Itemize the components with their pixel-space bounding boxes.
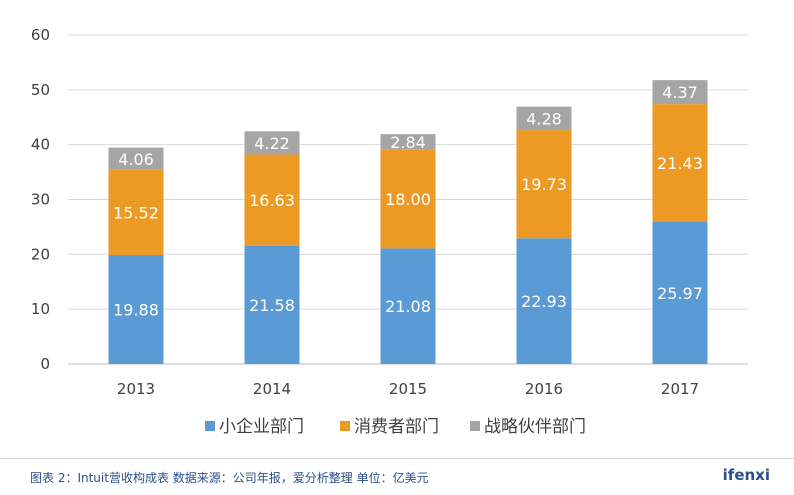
bar-segment	[652, 80, 708, 105]
data-label: 4.28	[526, 109, 562, 128]
data-label: 25.97	[657, 284, 703, 303]
y-tick-label: 0	[40, 355, 50, 373]
legend-label: 战略伙伴部门	[484, 417, 586, 437]
bar-segment	[652, 221, 708, 364]
legend-label: 消费者部门	[354, 417, 439, 437]
bar-segment	[380, 248, 436, 364]
bar-segment	[652, 104, 708, 222]
data-label: 21.08	[385, 297, 431, 316]
data-label: 16.63	[249, 191, 295, 210]
bar-segment	[244, 245, 300, 364]
footer-bar: 图表 2：Intuit营收构成表 数据来源：公司年报，爱分析整理 单位：亿美元 …	[0, 458, 794, 495]
y-tick-label: 50	[31, 81, 50, 99]
data-label: 19.73	[521, 175, 567, 194]
data-label: 21.58	[249, 296, 295, 315]
x-tick-label: 2015	[389, 380, 427, 398]
bar-segment	[516, 130, 572, 239]
y-tick-label: 10	[31, 300, 50, 318]
stacked-bar-chart: 0 10 20 30 40 50 60 19.88 15.52 4.06 2013 21.58 16.6…	[31, 26, 748, 437]
y-tick-label: 40	[31, 136, 50, 154]
x-tick-label: 2013	[117, 380, 155, 398]
bar-segment	[380, 134, 436, 150]
bar-segment	[244, 154, 300, 246]
data-label: 18.00	[385, 190, 431, 209]
ifenxi-logo: ifenxi	[722, 466, 770, 484]
bar-segment	[244, 131, 300, 155]
bar-segment	[108, 147, 164, 170]
bar-segment	[516, 238, 572, 364]
data-label: 4.06	[118, 150, 154, 169]
figure-caption: 图表 2：Intuit营收构成表 数据来源：公司年报，爱分析整理 单位：亿美元	[30, 471, 429, 485]
legend-swatch	[205, 421, 215, 431]
bar-segment	[516, 106, 572, 131]
y-tick-label: 20	[31, 245, 50, 263]
x-tick-label: 2014	[253, 380, 291, 398]
data-label: 4.37	[662, 83, 698, 102]
bar-segment	[380, 149, 436, 249]
legend-swatch	[340, 421, 350, 431]
data-label: 19.88	[113, 300, 159, 319]
y-tick-label: 30	[31, 191, 50, 209]
x-tick-label: 2017	[661, 380, 699, 398]
bar-segment	[108, 169, 164, 255]
bar-segment	[108, 254, 164, 364]
data-label: 22.93	[521, 292, 567, 311]
legend-label: 小企业部门	[219, 417, 304, 437]
y-tick-label: 60	[31, 26, 50, 44]
data-label: 2.84	[390, 133, 426, 152]
x-tick-label: 2016	[525, 380, 563, 398]
data-label: 21.43	[657, 154, 703, 173]
legend-swatch	[470, 421, 480, 431]
data-label: 4.22	[254, 134, 290, 153]
data-label: 15.52	[113, 203, 159, 222]
